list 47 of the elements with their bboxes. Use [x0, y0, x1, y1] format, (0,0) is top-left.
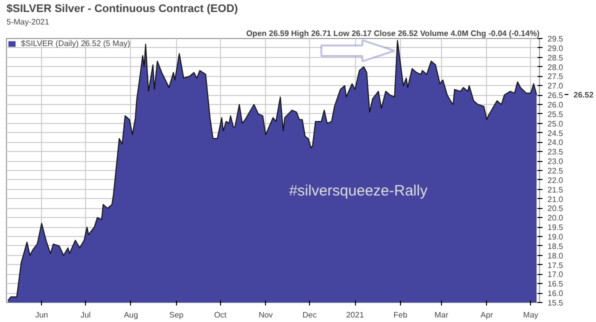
x-tick-label: Nov — [258, 310, 273, 320]
y-tick-label: 17.5 — [548, 260, 564, 270]
y-tick-label: 19.5 — [548, 223, 564, 232]
x-tick-label: Jun — [35, 310, 48, 320]
y-tick-label: 18.5 — [548, 242, 564, 251]
x-tick-label: May — [523, 310, 538, 320]
x-tick-label: Jul — [80, 310, 91, 320]
y-tick-label: 29.5 — [548, 34, 564, 44]
annotation: #silversqueeze-Rally — [289, 182, 428, 200]
x-tick-label: Oct — [214, 310, 228, 320]
text: 26.52 — [574, 90, 594, 100]
y-tick-label: 19.0 — [548, 232, 564, 242]
y-tick-label: 25.5 — [548, 110, 564, 119]
y-tick-label: 24.5 — [548, 128, 564, 138]
y-tick-label: 27.0 — [548, 82, 564, 91]
y-tick-label: 28.5 — [548, 53, 564, 62]
y-tick-label: 23.5 — [548, 148, 564, 157]
y-tick-label: 20.5 — [548, 204, 564, 214]
y-tick-label: 20.0 — [548, 214, 564, 223]
x-tick-label: Feb — [394, 310, 408, 320]
y-tick-label: 26.0 — [548, 100, 564, 110]
chart-title: $SILVER Silver - Continuous Contract (EOD) — [6, 3, 238, 15]
y-tick-label: 27.5 — [548, 72, 564, 82]
y-tick-label: 28.0 — [548, 62, 564, 72]
x-tick-label: Aug — [124, 310, 138, 320]
y-tick-label: 29.0 — [548, 44, 564, 53]
y-tick-label: 24.0 — [548, 138, 564, 148]
y-tick-label: 22.5 — [548, 166, 564, 176]
text: Open 26.59 High 26.71 Low 26.17 Close 26.52 Volume 4.0M Chg -0.04 (-0.14%) — [246, 29, 540, 38]
x-tick-label: Sep — [169, 310, 184, 320]
y-tick-label: 26.5 — [548, 91, 564, 100]
y-tick-label: 21.0 — [548, 194, 564, 204]
x-tick-label: Mar — [434, 310, 449, 320]
y-tick-label: 18.0 — [548, 251, 564, 260]
y-tick-label: 15.5 — [548, 298, 564, 308]
y-tick-label: 17.0 — [548, 270, 564, 280]
x-tick-label: 2021 — [346, 310, 364, 320]
y-tick-label: 16.0 — [548, 289, 564, 298]
legend-label: $SILVER (Daily) 26.52 (5 May) — [21, 39, 130, 48]
x-tick-label: Dec — [302, 310, 317, 320]
y-tick-label: 16.5 — [548, 280, 564, 289]
y-tick-label: 25.0 — [548, 119, 564, 128]
y-tick-label: 21.5 — [548, 185, 564, 194]
chart-subtitle: 5-May-2021 — [6, 18, 50, 26]
y-tick-label: 23.0 — [548, 157, 564, 166]
y-tick-label: 22.0 — [548, 176, 564, 185]
x-tick-label: Apr — [480, 310, 494, 320]
